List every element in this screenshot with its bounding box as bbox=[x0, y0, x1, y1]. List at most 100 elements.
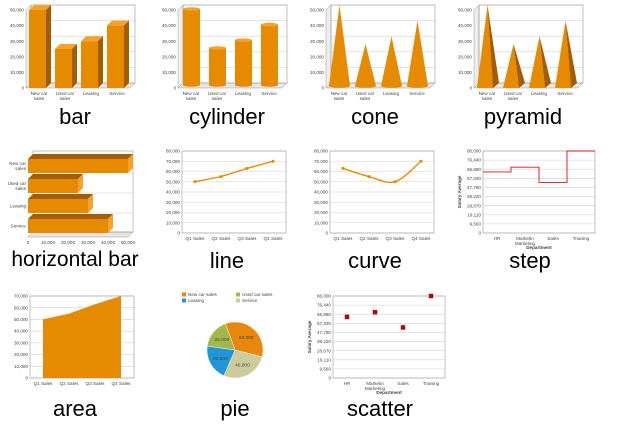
pyramid-side bbox=[539, 36, 551, 88]
y-tick-label: 66,890 bbox=[467, 167, 481, 172]
x-tick-label: Q2 Sales bbox=[212, 236, 232, 241]
y-tick-label: 40,000 bbox=[166, 190, 180, 195]
line-chart: 0 10,000 20,000 30,000 40,000 50,000 60,000 70,… bbox=[166, 149, 287, 241]
cylinder-bar bbox=[183, 9, 200, 85]
cylinder-bar bbox=[235, 40, 252, 85]
x-tick-label: Sales bbox=[547, 236, 559, 241]
cone-chart: 0 10,000 20,000 30,000 40,000 50,000 New car sa… bbox=[310, 4, 436, 101]
pyramid-chart: 0 10,000 20,000 30,000 40,000 50,000 New car sa… bbox=[458, 4, 584, 101]
bar-top bbox=[107, 20, 129, 26]
x-tick-label: Q1 Sales bbox=[34, 381, 54, 386]
chart-caption: pie bbox=[220, 396, 250, 421]
chart-caption: scatter bbox=[346, 396, 414, 421]
x-tick-label: HR bbox=[494, 236, 501, 241]
cylinder-base bbox=[183, 83, 200, 87]
y-tick-label: 20,000 bbox=[14, 352, 28, 357]
area-chart: 0 10,000 20,000 30,000 40,000 50,000 60,000 70,… bbox=[14, 294, 135, 386]
y-tick-label: 47,780 bbox=[317, 330, 331, 335]
x-tick-label: Q1 Sales bbox=[334, 236, 354, 241]
data-point bbox=[428, 293, 434, 299]
x-tick-label: Training bbox=[573, 236, 590, 241]
chart-caption: bar bbox=[59, 104, 91, 129]
horizontal-bar-chart-panel: 0 10,000 20,000 30,000 40,000 50,000 New car sa… bbox=[0, 145, 150, 285]
bar-side bbox=[88, 194, 93, 213]
y-tick-label: 10,000 bbox=[310, 70, 324, 75]
y-tick-label: 40,000 bbox=[162, 23, 176, 28]
pyramid-side bbox=[513, 44, 525, 88]
x-tick-label: Leasing bbox=[83, 91, 100, 96]
y-tick-label: 0 bbox=[328, 376, 331, 381]
x-tick-label: Service bbox=[557, 91, 573, 96]
y-tick-label: Used car sales bbox=[8, 181, 27, 191]
legend-swatch bbox=[182, 292, 186, 297]
y-tick-label: 9,560 bbox=[320, 366, 332, 371]
y-tick-label: 0 bbox=[177, 231, 180, 236]
y-tick-label: 86,000 bbox=[317, 294, 331, 299]
legend-label: Leasing bbox=[188, 298, 205, 303]
bar-side bbox=[98, 36, 103, 88]
bar bbox=[29, 10, 46, 88]
y-tick-label: 86,000 bbox=[467, 149, 481, 154]
x-tick-label: Q3 Sales bbox=[86, 381, 106, 386]
y-tick-label: 57,330 bbox=[467, 176, 481, 181]
cone-base bbox=[329, 84, 350, 88]
y-tick-label: 10,000 bbox=[314, 220, 328, 225]
x-tick-label: Used car sales bbox=[356, 91, 375, 101]
y-tick-label: 28,670 bbox=[317, 348, 331, 353]
y-tick-label: 30,000 bbox=[166, 200, 180, 205]
chart-caption: curve bbox=[348, 248, 402, 273]
data-point bbox=[341, 167, 345, 170]
y-tick-label: 80,000 bbox=[314, 149, 328, 154]
y-tick-label: 40,000 bbox=[314, 190, 328, 195]
y-tick-label: 76,440 bbox=[467, 158, 481, 163]
chart-caption: pyramid bbox=[483, 104, 563, 129]
pie-slice bbox=[207, 323, 236, 351]
y-tick-label: 47,780 bbox=[467, 185, 481, 190]
bar-top bbox=[28, 194, 93, 199]
cylinder-top bbox=[183, 7, 200, 11]
y-tick-label: 50,000 bbox=[14, 317, 28, 322]
pie-slice bbox=[206, 345, 236, 376]
x-tick-label: Q4 Sales bbox=[412, 236, 432, 241]
y-tick-label: 20,000 bbox=[162, 54, 176, 59]
bar bbox=[28, 199, 88, 213]
x-tick-label: Q1 Sales bbox=[186, 236, 206, 241]
pyramid-chart-panel: 0 10,000 20,000 30,000 40,000 50,000 New car sa… bbox=[448, 0, 598, 140]
y-tick-label: 76,440 bbox=[317, 303, 331, 308]
series-line bbox=[194, 160, 274, 183]
y-tick-label: 0 bbox=[173, 86, 176, 91]
x-tick-label: Used car sales bbox=[56, 91, 75, 101]
y-tick-label: 60,000 bbox=[14, 305, 28, 310]
x-tick-label: Leasing bbox=[531, 91, 548, 96]
y-tick-label: 40,000 bbox=[458, 23, 472, 28]
bar-side bbox=[124, 20, 129, 89]
y-tick-label: 0 bbox=[321, 86, 324, 91]
y-tick-label: 30,000 bbox=[314, 200, 328, 205]
pie-slice bbox=[225, 321, 264, 358]
line-chart-panel: 0 10,000 20,000 30,000 40,000 50,000 60,000 70,… bbox=[152, 145, 302, 285]
x-tick-label: Training bbox=[423, 381, 440, 386]
legend-swatch bbox=[182, 298, 186, 303]
y-tick-label: 40,000 bbox=[10, 23, 24, 28]
y-axis-label: Salary Average bbox=[307, 320, 312, 353]
back-wall-side bbox=[473, 4, 480, 89]
cone-chart-panel: 0 10,000 20,000 30,000 40,000 50,000 New car sa… bbox=[300, 0, 450, 140]
y-tick-label: 57,330 bbox=[317, 321, 331, 326]
y-tick-label: 30,000 bbox=[14, 340, 28, 345]
y-tick-label: 30,000 bbox=[10, 39, 24, 44]
y-tick-label: 70,000 bbox=[166, 159, 180, 164]
y-tick-label: 50,000 bbox=[10, 8, 24, 13]
legend-swatch bbox=[236, 298, 240, 303]
back-wall-side bbox=[177, 4, 184, 89]
y-tick-label: 20,000 bbox=[10, 54, 24, 59]
y-tick-label: 0 bbox=[469, 86, 472, 91]
chart-caption: horizontal bar bbox=[11, 248, 139, 271]
y-tick-label: 10,000 bbox=[14, 364, 28, 369]
data-point bbox=[245, 167, 249, 170]
x-tick-label: Q4 Sales bbox=[264, 236, 284, 241]
y-tick-label: Leasing bbox=[10, 204, 27, 209]
x-tick-label: Marketin Marketing bbox=[365, 381, 386, 391]
cone-base bbox=[381, 84, 402, 88]
scatter-chart-panel: 0 9,560 19,110 28,670 38,220 47,780 57,330 66,8… bbox=[305, 290, 455, 430]
data-point bbox=[419, 159, 423, 163]
